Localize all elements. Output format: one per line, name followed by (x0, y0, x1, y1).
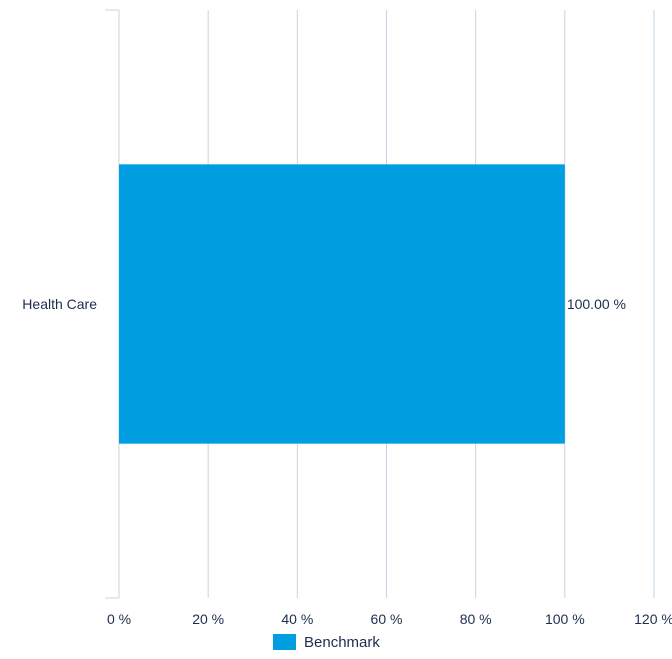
bar-health-care (119, 164, 565, 444)
legend-label: Benchmark (304, 634, 380, 651)
x-tick-label: 100 % (545, 611, 585, 627)
legend-swatch (273, 634, 296, 650)
axes (105, 9, 120, 599)
x-tick-label: 120 % (634, 611, 672, 627)
bar-data-label: 100.00 % (567, 296, 626, 312)
x-tick-label: 60 % (371, 611, 403, 627)
x-tick-label: 20 % (192, 611, 224, 627)
legend: Benchmark (273, 634, 380, 651)
bars (119, 164, 565, 444)
x-tick-label: 40 % (281, 611, 313, 627)
labels: 0 % 20 % 40 % 60 % 80 % 100 % 120 % Health Care… (22, 296, 672, 627)
x-tick-label: 80 % (460, 611, 492, 627)
x-tick-label: 0 % (107, 611, 131, 627)
y-category-label: Health Care (22, 296, 97, 312)
